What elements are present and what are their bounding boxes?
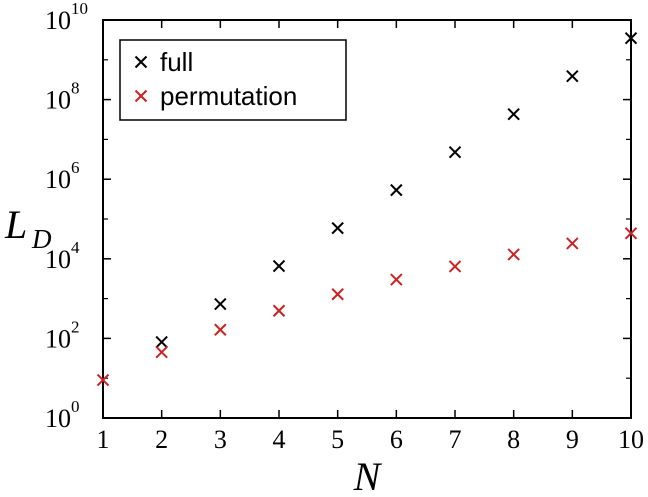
data-point bbox=[507, 248, 520, 261]
data-marks bbox=[96, 32, 638, 387]
data-point bbox=[331, 288, 344, 301]
data-point bbox=[624, 227, 638, 240]
x-axis-label: N bbox=[353, 454, 383, 497]
y-tick-label-base: 10 bbox=[45, 165, 71, 194]
data-point bbox=[448, 145, 462, 159]
y-tick-label-exponent: 6 bbox=[71, 158, 80, 177]
data-point bbox=[272, 304, 286, 317]
y-tick-label: 10 8 bbox=[45, 79, 80, 115]
data-point bbox=[566, 69, 579, 83]
x-tick-label: 6 bbox=[390, 425, 403, 454]
data-point bbox=[155, 345, 168, 359]
y-tick-label-base: 10 bbox=[45, 86, 71, 115]
data-point bbox=[155, 335, 168, 349]
data-point bbox=[214, 323, 227, 336]
y-tick-label: 10 6 bbox=[45, 158, 80, 194]
x-tick-label: 7 bbox=[449, 425, 462, 454]
data-point bbox=[390, 273, 403, 286]
data-point bbox=[566, 237, 579, 250]
data-point bbox=[390, 183, 403, 197]
y-tick-label-exponent: 4 bbox=[71, 238, 80, 257]
legend: full permutation bbox=[119, 39, 347, 121]
legend-marker bbox=[134, 89, 148, 103]
x-tick-label: 10 bbox=[618, 425, 644, 454]
data-point bbox=[331, 221, 344, 235]
x-tick-label: 9 bbox=[566, 425, 579, 454]
data-point bbox=[507, 107, 520, 121]
series-permutation bbox=[96, 227, 638, 387]
y-tick-label: 10 2 bbox=[45, 317, 80, 353]
y-tick-label-exponent: 2 bbox=[71, 317, 80, 336]
y-axis-label-subscript: D bbox=[31, 224, 52, 254]
y-tick-label-exponent: 8 bbox=[71, 79, 80, 98]
legend-label: permutation bbox=[160, 81, 297, 111]
y-tick-label-base: 10 bbox=[45, 404, 71, 433]
data-point bbox=[96, 373, 110, 387]
y-tick-label: 10 0 bbox=[45, 397, 80, 433]
y-tick-label-base: 10 bbox=[45, 324, 71, 353]
x-tick-label: 4 bbox=[273, 425, 286, 454]
data-point bbox=[272, 259, 286, 273]
data-point bbox=[214, 297, 227, 311]
y-tick-label: 10 4 bbox=[45, 238, 80, 274]
x-tick-label: 3 bbox=[214, 425, 227, 454]
data-point bbox=[448, 260, 462, 273]
y-tick-label-base: 10 bbox=[45, 6, 71, 35]
x-tick-label: 2 bbox=[155, 425, 168, 454]
legend-label: full bbox=[160, 47, 193, 77]
x-tick-label: 5 bbox=[331, 425, 344, 454]
legend-marker bbox=[134, 55, 148, 69]
x-tick-label: 1 bbox=[97, 425, 110, 454]
series-full bbox=[155, 32, 638, 349]
y-tick-label-base: 10 bbox=[45, 245, 71, 274]
data-point bbox=[624, 32, 638, 45]
y-tick-label-exponent: 0 bbox=[71, 397, 80, 416]
y-tick-label: 10 10 bbox=[45, 0, 88, 35]
y-tick-label-exponent: 10 bbox=[71, 0, 88, 18]
y-axis-label: L bbox=[4, 202, 27, 247]
x-tick-label: 8 bbox=[507, 425, 520, 454]
legend-box bbox=[119, 39, 347, 121]
